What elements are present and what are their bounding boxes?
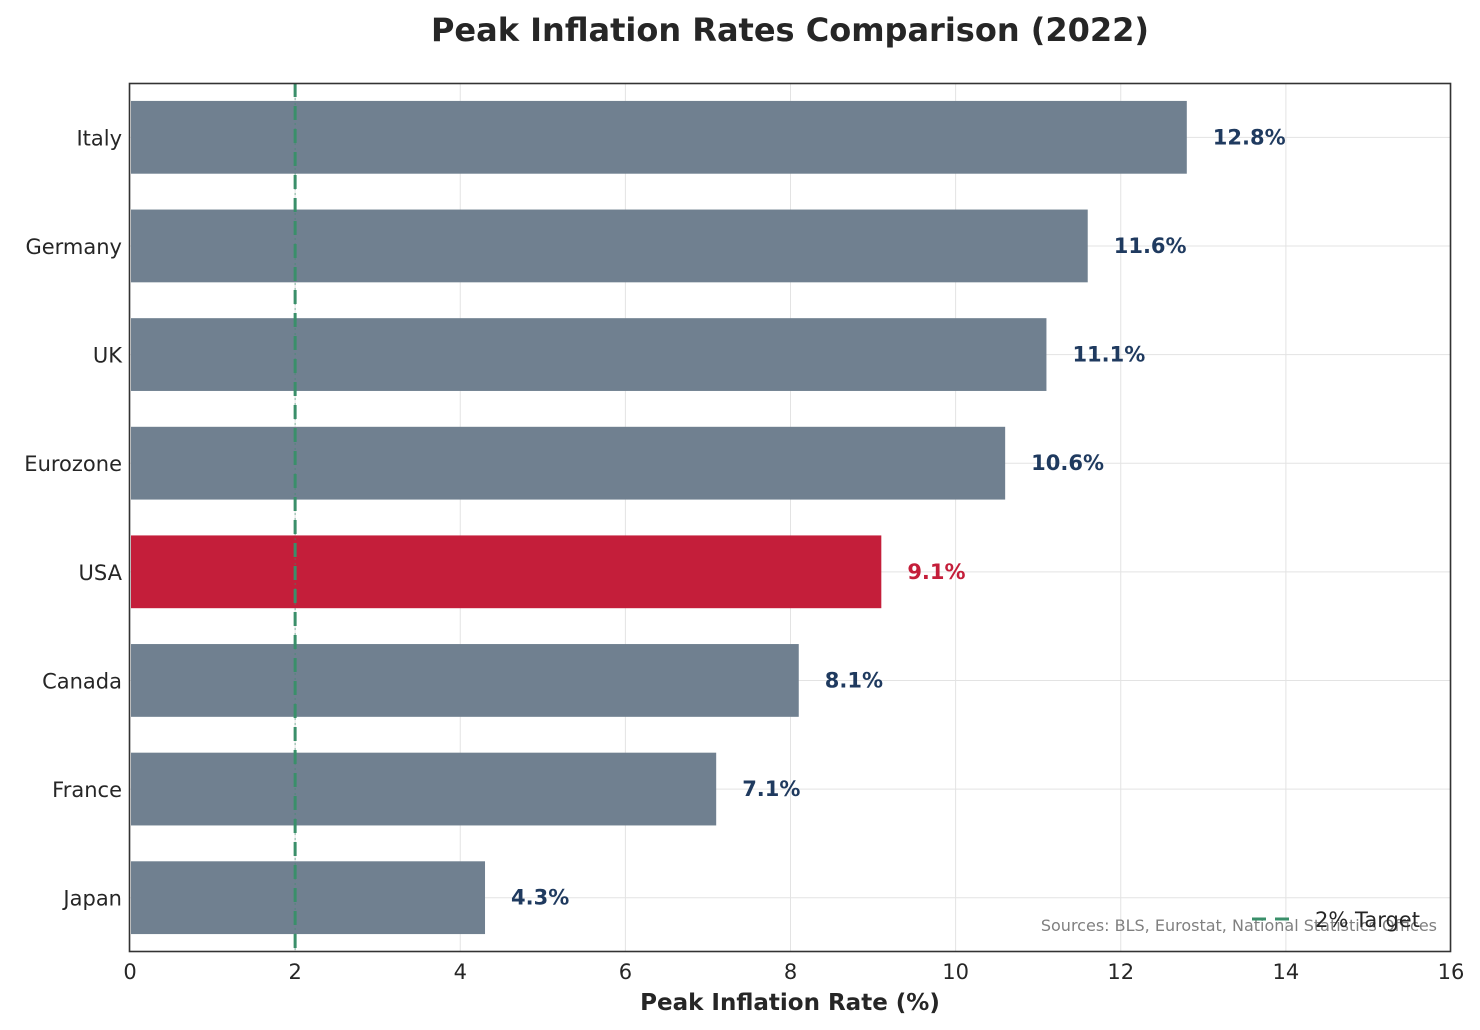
x-tick-label: 16 <box>1438 960 1465 984</box>
value-label-eurozone: 10.6% <box>1031 451 1104 475</box>
x-tick-label: 14 <box>1273 960 1300 984</box>
y-tick-labels: Italy Germany UK Eurozone USA Canada France Jap… <box>24 126 123 910</box>
value-label-italy: 12.8% <box>1213 125 1286 149</box>
value-label-japan: 4.3% <box>511 886 569 910</box>
y-tick-label-eurozone: Eurozone <box>24 452 122 476</box>
x-tick-label: 10 <box>942 960 969 984</box>
value-label-usa: 9.1% <box>907 560 965 584</box>
bar-france <box>131 752 717 826</box>
legend: 2% Target <box>1252 908 1420 932</box>
value-labels: 12.8% 11.6% 11.1% 10.6% 9.1% 8.1% 7.1% 4.3% <box>511 125 1286 909</box>
x-axis-label: Peak Inflation Rate (%) <box>640 990 940 1016</box>
y-tick-label-italy: Italy <box>76 126 122 150</box>
value-label-germany: 11.6% <box>1114 234 1187 258</box>
bar-japan <box>131 861 486 935</box>
bars <box>131 100 1187 935</box>
x-tick-labels: 0 2 4 6 8 10 12 14 16 <box>123 960 1464 984</box>
bar-germany <box>131 209 1088 283</box>
source-annotation: Sources: BLS, Eurostat, National Statist… <box>1041 916 1437 935</box>
y-tick-label-uk: UK <box>93 344 123 368</box>
chart-title: Peak Inflation Rates Comparison (2022) <box>431 11 1149 49</box>
legend-target-label: 2% Target <box>1315 908 1420 932</box>
y-tick-label-germany: Germany <box>25 235 122 259</box>
y-tick-label-usa: USA <box>79 561 123 585</box>
value-label-canada: 8.1% <box>825 668 883 692</box>
y-tick-label-japan: Japan <box>61 887 122 911</box>
x-tick-label: 8 <box>784 960 797 984</box>
x-tick-label: 4 <box>454 960 467 984</box>
bar-uk <box>131 318 1047 391</box>
bar-eurozone <box>131 426 1006 500</box>
bar-canada <box>131 644 799 717</box>
x-tick-label: 12 <box>1107 960 1134 984</box>
x-tick-label: 0 <box>123 960 136 984</box>
bar-italy <box>131 100 1187 174</box>
y-tick-label-france: France <box>52 778 122 802</box>
x-tick-label: 2 <box>288 960 301 984</box>
y-tick-label-canada: Canada <box>42 669 122 693</box>
plot-frame <box>128 82 1452 953</box>
value-label-france: 7.1% <box>742 777 800 801</box>
bar-usa <box>131 535 882 609</box>
x-tick-label: 6 <box>619 960 632 984</box>
value-label-uk: 11.1% <box>1072 343 1145 367</box>
